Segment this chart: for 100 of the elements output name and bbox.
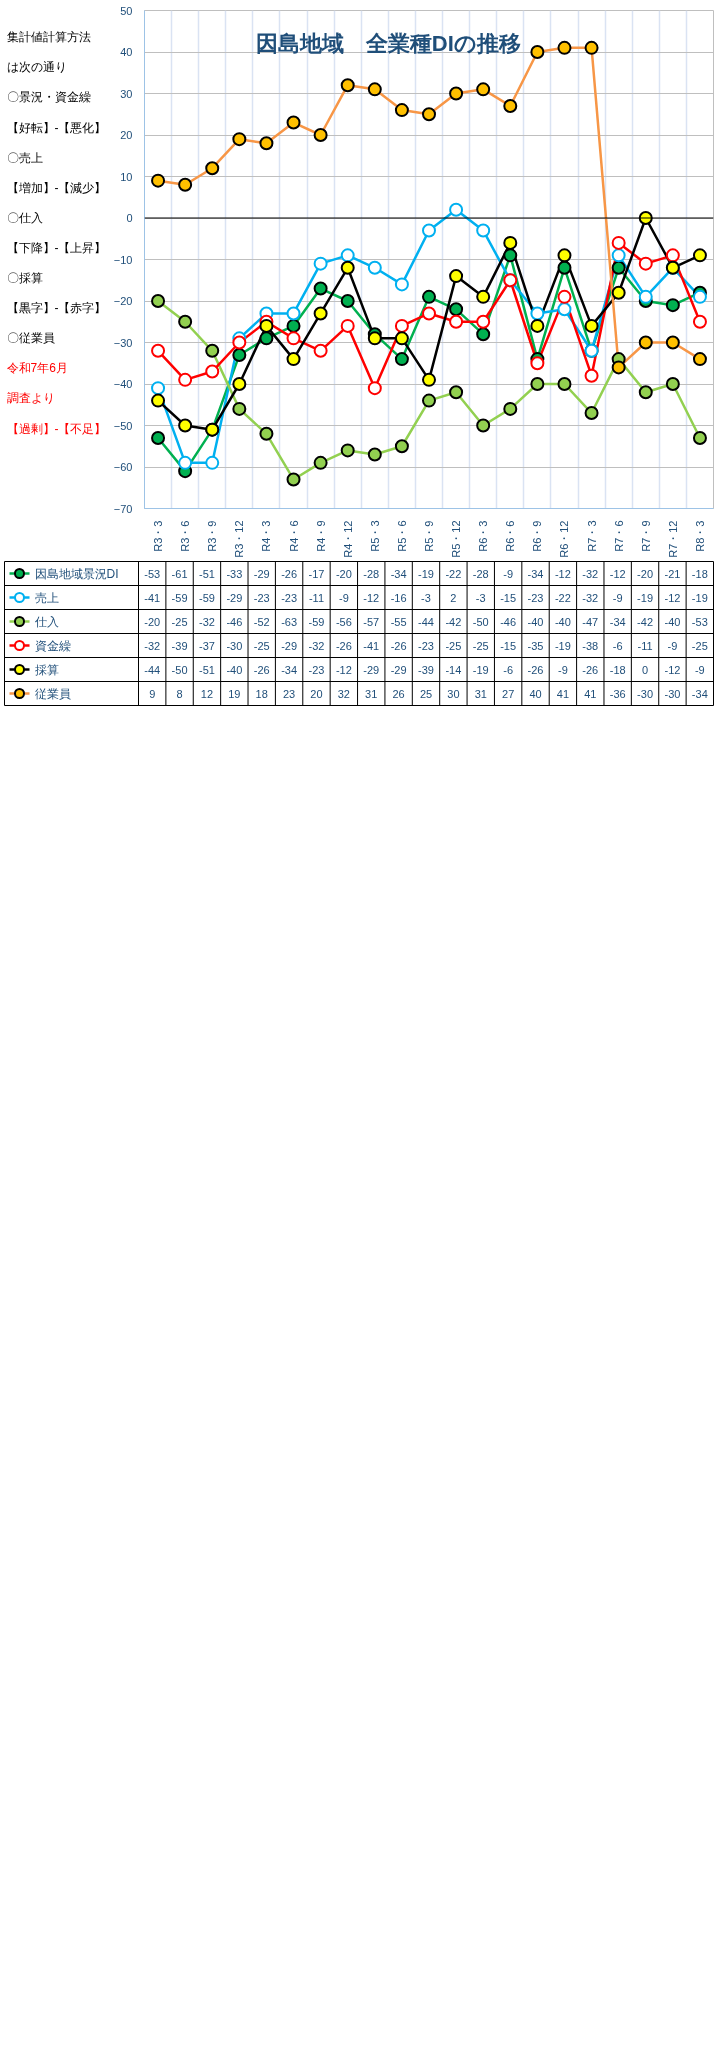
x-tick-label: R7・9 [639,520,652,552]
data-label: -22 [554,591,571,604]
data-label: -14 [445,663,462,676]
data-label: -50 [472,615,489,628]
data-label: -40 [664,615,681,628]
legend-label: 従業員 [34,686,71,701]
data-label: 26 [392,687,405,700]
x-tick-label: R5・9 [423,520,435,552]
data-label: 25 [419,687,433,700]
x-tick-label: R5・6 [395,520,408,552]
data-label: -47 [582,615,599,628]
data-label: -12 [609,567,626,580]
y-tick-label: −20 [113,295,133,307]
data-label: -9 [558,663,568,676]
data-label: -23 [527,591,544,604]
text: 【下降】-【上昇】 [6,240,107,255]
data-label: -15 [500,591,517,604]
data-label: -57 [363,615,380,628]
data-label: -9 [503,567,514,580]
data-label: -19 [418,567,434,580]
data-label: -38 [582,639,599,652]
data-label: -63 [281,615,298,628]
x-tick-label: R8・3 [693,520,706,552]
data-label: -18 [609,663,626,676]
data-label: 31 [365,687,378,700]
data-label: -34 [281,663,298,676]
data-label: -29 [253,567,270,580]
x-tick-label: R6・3 [477,520,490,552]
x-tick-label: R7・3 [585,520,598,552]
data-label: -32 [144,639,161,652]
data-label: -29 [281,639,298,652]
data-label: -42 [445,615,462,628]
y-tick-label: 10 [120,170,133,183]
data-label: -56 [335,615,352,628]
data-label: -30 [664,687,681,700]
data-label: 12 [200,687,214,700]
data-label: -35 [527,639,544,652]
data-label: -46 [226,615,243,628]
data-label: -44 [418,615,434,628]
data-label: -23 [281,591,298,604]
data-label: -6 [503,663,514,676]
legend-label: 売上 [34,590,59,605]
data-label: -29 [226,591,243,604]
data-label: -11 [308,591,325,604]
data-label: -29 [363,663,380,676]
data-label: -30 [637,687,653,700]
x-tick-label: R5・12 [450,520,463,558]
data-label: -20 [335,567,352,580]
text: 〇仕入 [6,210,43,225]
data-label: -26 [390,639,407,652]
y-tick-label: 40 [120,46,133,58]
data-label: -28 [363,567,380,580]
data-label: -6 [612,639,623,652]
data-label: -25 [691,639,708,652]
text: 【黒字】-【赤字】 [6,301,107,316]
data-label: -12 [363,591,380,604]
data-label: -15 [500,639,517,652]
data-label: -40 [226,663,243,676]
data-label: -55 [390,615,407,628]
x-tick-label: R6・9 [531,520,544,552]
text: 〇採算 [6,271,43,286]
y-tick-label: −10 [113,253,133,266]
data-label: -28 [472,567,489,580]
data-label: -25 [472,639,489,652]
text: 令和7年6月 [6,361,68,376]
data-label: -26 [527,663,544,676]
data-label: -20 [144,615,161,628]
data-label: -34 [691,687,708,700]
data-label: -25 [171,615,188,628]
x-tick-label: R3・12 [233,520,246,558]
x-tick-label: R7・12 [666,520,679,558]
data-label: -23 [418,639,434,652]
text: 〇売上 [6,150,43,165]
data-label: -9 [667,639,678,652]
data-label: -34 [390,567,407,580]
data-label: -22 [445,567,462,580]
data-label: -3 [421,591,431,604]
legend-label: 資金繰 [34,638,71,653]
data-label: -32 [308,639,325,652]
data-label: -29 [390,663,407,676]
legend-label: 因島地域景況DI [34,566,119,581]
data-label: 20 [310,687,323,700]
data-label: -26 [253,663,270,676]
data-label: -36 [609,687,626,700]
data-label: -41 [144,591,161,604]
data-label: -21 [664,567,681,580]
data-label: -23 [253,591,270,604]
data-label: -42 [637,615,653,628]
data-label: 0 [641,663,649,676]
data-label: -61 [171,567,188,580]
y-tick-label: 20 [120,129,133,141]
data-label: -9 [612,591,623,604]
data-label: 30 [447,687,460,700]
data-label: -40 [527,615,544,628]
data-label: -34 [609,615,626,628]
data-label: -18 [691,567,708,580]
data-label: -19 [554,639,571,652]
legend-label: 仕入 [33,614,59,629]
text: 【過剰】-【不足】 [6,421,107,436]
data-label: -44 [144,663,161,676]
